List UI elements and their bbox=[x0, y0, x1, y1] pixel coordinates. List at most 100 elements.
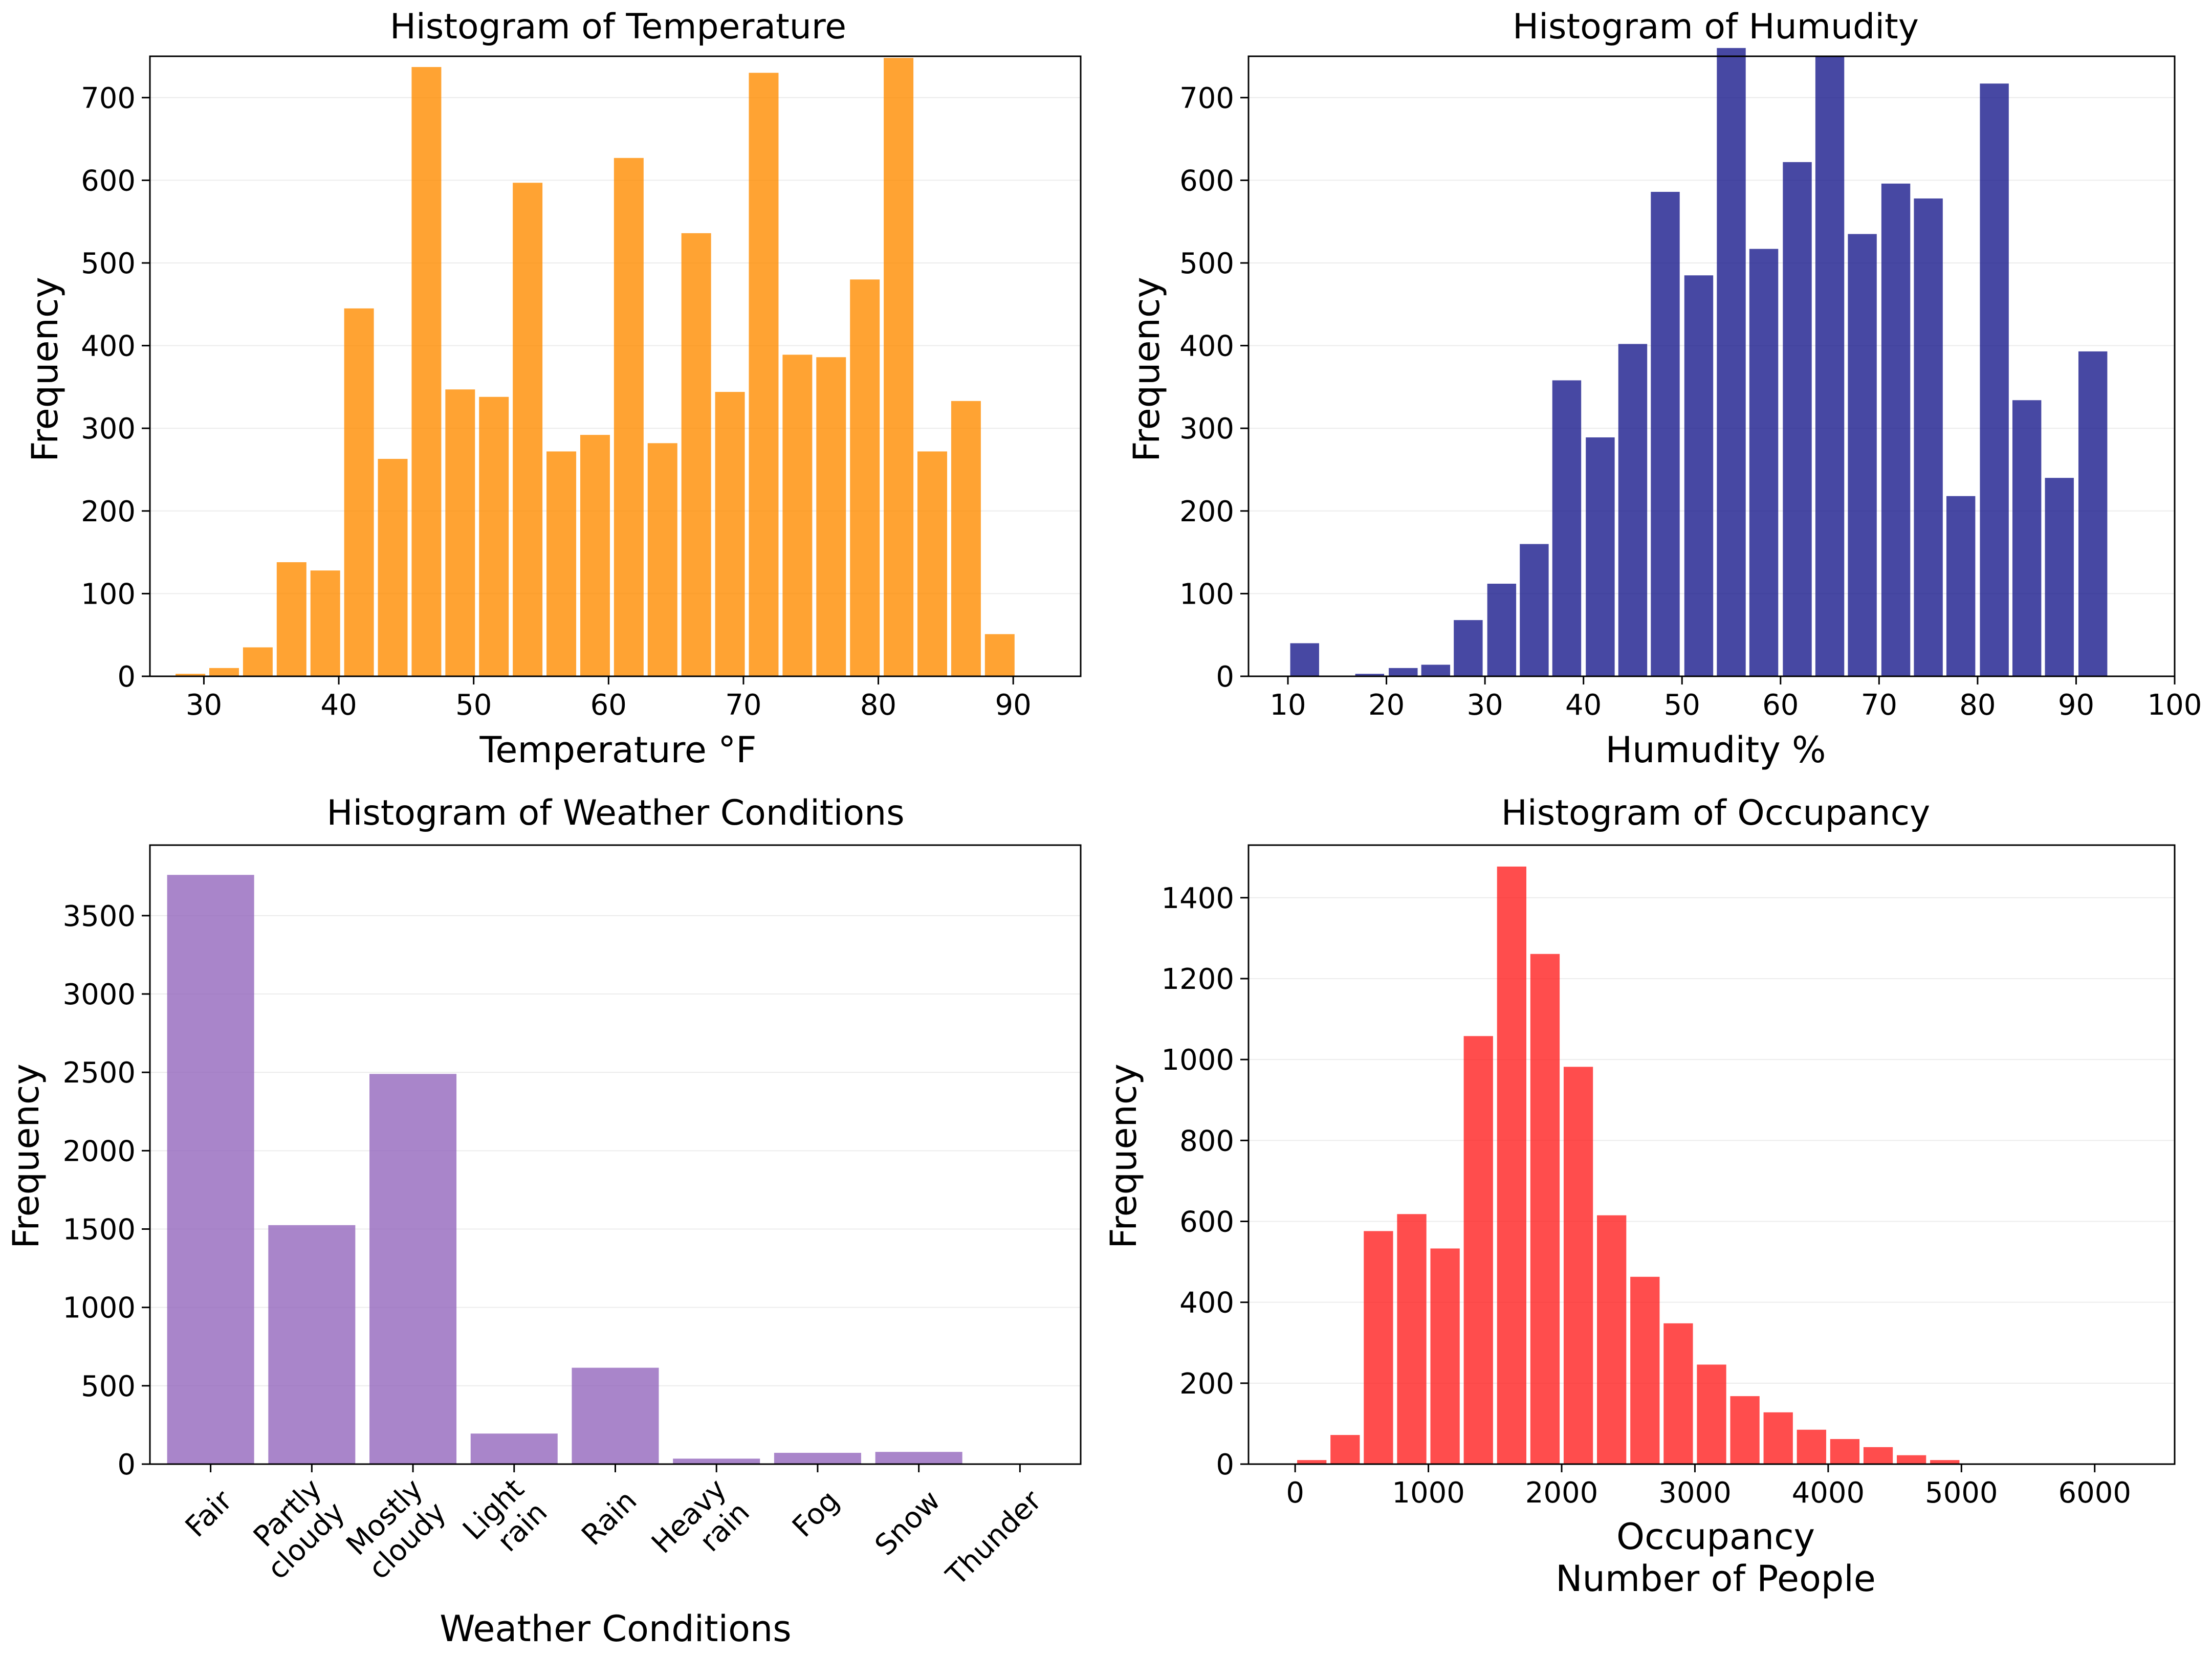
y-tick-label: 700 bbox=[1179, 82, 1234, 115]
bar bbox=[1897, 1455, 1926, 1464]
y-axis-label: Frequency bbox=[24, 277, 66, 462]
bar bbox=[1848, 234, 1877, 676]
bar bbox=[310, 570, 340, 676]
y-tick-label: 300 bbox=[81, 412, 136, 446]
bar bbox=[1684, 275, 1714, 676]
y-tick-label: 300 bbox=[1179, 412, 1234, 446]
bar bbox=[715, 392, 745, 676]
bar bbox=[774, 1452, 861, 1464]
x-tick-label: 90 bbox=[2058, 689, 2094, 722]
x-tick-label: 90 bbox=[995, 689, 1032, 722]
x-tick-label: 60 bbox=[590, 689, 627, 722]
plot-frame bbox=[1247, 844, 2176, 1465]
y-tick-label: 1000 bbox=[62, 1292, 136, 1325]
chart-title: Histogram of Humudity bbox=[1513, 7, 1919, 47]
y-tick-label: 600 bbox=[81, 164, 136, 197]
x-tick-label: 70 bbox=[1861, 689, 1897, 722]
bar bbox=[572, 1367, 659, 1464]
bar bbox=[875, 1452, 962, 1464]
x-axis-label: Temperature °F bbox=[479, 729, 757, 771]
bar bbox=[1497, 866, 1526, 1464]
y-tick-label: 200 bbox=[1179, 495, 1234, 528]
bar bbox=[344, 308, 374, 676]
bar bbox=[2012, 400, 2042, 676]
bar bbox=[1597, 1215, 1627, 1464]
x-tick-label: 6000 bbox=[2058, 1476, 2131, 1510]
y-tick-label: 100 bbox=[1179, 578, 1234, 611]
chart-title: Histogram of Weather Conditions bbox=[326, 793, 904, 833]
bar bbox=[1552, 380, 1582, 676]
bar bbox=[951, 401, 981, 676]
y-tick-label: 3000 bbox=[62, 978, 136, 1011]
plot-frame bbox=[149, 55, 1082, 677]
plot-area: 0 1000 2000 3000 4000 5000 6000 0 200 400 600 800 10… bbox=[1161, 844, 2176, 1510]
chart-title: Histogram of Occupancy bbox=[1501, 793, 1930, 833]
x-tick-label: 0 bbox=[1286, 1476, 1304, 1510]
y-tick-label: 200 bbox=[81, 495, 136, 528]
bar bbox=[445, 389, 475, 676]
bar bbox=[378, 458, 408, 676]
bar bbox=[1730, 1396, 1760, 1464]
chart-title: Histogram of Temperature bbox=[390, 7, 846, 47]
bar bbox=[1797, 1429, 1826, 1464]
bar bbox=[470, 1433, 558, 1464]
bar bbox=[513, 183, 543, 676]
x-tick-label: 1000 bbox=[1392, 1476, 1465, 1510]
bar bbox=[850, 279, 880, 676]
y-tick-label: 600 bbox=[1179, 164, 1234, 197]
bar bbox=[1749, 249, 1779, 676]
y-tick-label: 0 bbox=[1216, 1448, 1234, 1482]
y-tick-label: 2000 bbox=[62, 1135, 136, 1168]
x-tick-label: 30 bbox=[186, 689, 222, 722]
bar bbox=[782, 355, 813, 676]
panel-humidity: Histogram of Humudity Humudity % Frequen… bbox=[1126, 7, 2202, 771]
x-tick-label: 2000 bbox=[1525, 1476, 1598, 1510]
bar bbox=[681, 233, 711, 677]
bar bbox=[984, 634, 1015, 676]
bar bbox=[1487, 584, 1517, 676]
bar bbox=[1290, 643, 1319, 676]
bar bbox=[546, 451, 577, 676]
y-tick-label: 500 bbox=[1179, 247, 1234, 280]
bar bbox=[1454, 620, 1483, 676]
y-tick-label: 0 bbox=[117, 660, 136, 694]
bar bbox=[411, 67, 442, 676]
bar bbox=[369, 1074, 457, 1464]
x-tick-label: 5000 bbox=[1925, 1476, 1998, 1510]
bar bbox=[1651, 192, 1680, 676]
x-axis-label: Weather Conditions bbox=[440, 1608, 792, 1650]
bar bbox=[1663, 1323, 1693, 1464]
y-tick-label: 100 bbox=[81, 578, 136, 611]
bar bbox=[1297, 1460, 1327, 1464]
bar bbox=[1563, 1067, 1593, 1464]
bar bbox=[2045, 478, 2074, 676]
y-tick-label: 400 bbox=[1179, 1287, 1234, 1320]
bar bbox=[1783, 162, 1812, 676]
bar bbox=[1421, 665, 1451, 676]
x-tick-label: 70 bbox=[725, 689, 761, 722]
bar bbox=[243, 647, 273, 676]
x-axis-label: Occupancy bbox=[1616, 1516, 1815, 1558]
bar bbox=[673, 1458, 760, 1464]
y-tick-label: 1400 bbox=[1161, 882, 1234, 915]
bar bbox=[1980, 83, 2009, 676]
y-tick-label: 400 bbox=[81, 330, 136, 363]
panel-occupancy: Histogram of Occupancy Occupancy Number … bbox=[1103, 793, 2176, 1600]
bar bbox=[1586, 437, 1615, 676]
bar bbox=[917, 451, 948, 676]
x-tick-label: 50 bbox=[455, 689, 492, 722]
y-axis-label: Frequency bbox=[1126, 277, 1168, 462]
x-tick-label: 80 bbox=[860, 689, 896, 722]
bar bbox=[1830, 1439, 1860, 1464]
x-tick-label: 60 bbox=[1762, 689, 1799, 722]
x-tick-label: 80 bbox=[1959, 689, 1996, 722]
bar bbox=[1389, 668, 1418, 676]
bar bbox=[749, 73, 779, 676]
bar bbox=[1763, 1412, 1793, 1464]
x-tick-label: 40 bbox=[1565, 689, 1602, 722]
y-axis-label: Frequency bbox=[5, 1064, 47, 1249]
bar bbox=[1815, 56, 1845, 676]
y-tick-label: 3500 bbox=[62, 900, 136, 933]
y-tick-label: 1200 bbox=[1161, 963, 1234, 996]
x-tick-label: 40 bbox=[320, 689, 357, 722]
